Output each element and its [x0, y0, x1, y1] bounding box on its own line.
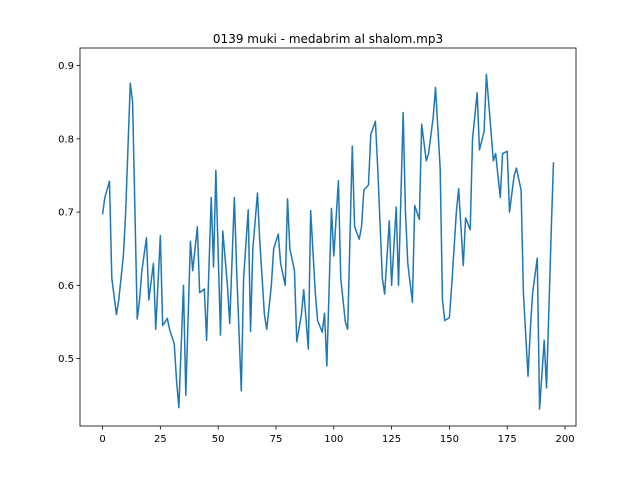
x-tick-label: 200	[555, 434, 574, 445]
plot-frame	[79, 47, 577, 427]
x-tick-label: 125	[382, 434, 401, 445]
chart-title: 0139 muki - medabrim al shalom.mp3	[213, 32, 443, 46]
x-tick-label: 100	[324, 434, 343, 445]
y-tick-label: 0.5	[58, 354, 74, 365]
y-tick-label: 0.6	[58, 281, 74, 292]
y-tick-label: 0.8	[58, 134, 74, 145]
y-tick-label: 0.7	[58, 208, 74, 219]
data-line	[101, 73, 555, 410]
x-tick-label: 50	[212, 434, 225, 445]
x-tick-label: 75	[270, 434, 283, 445]
x-tick-label: 175	[498, 434, 517, 445]
x-tick-label: 0	[99, 434, 105, 445]
x-tick-label: 25	[154, 434, 167, 445]
y-tick-label: 0.9	[58, 61, 74, 72]
x-tick-label: 150	[440, 434, 459, 445]
